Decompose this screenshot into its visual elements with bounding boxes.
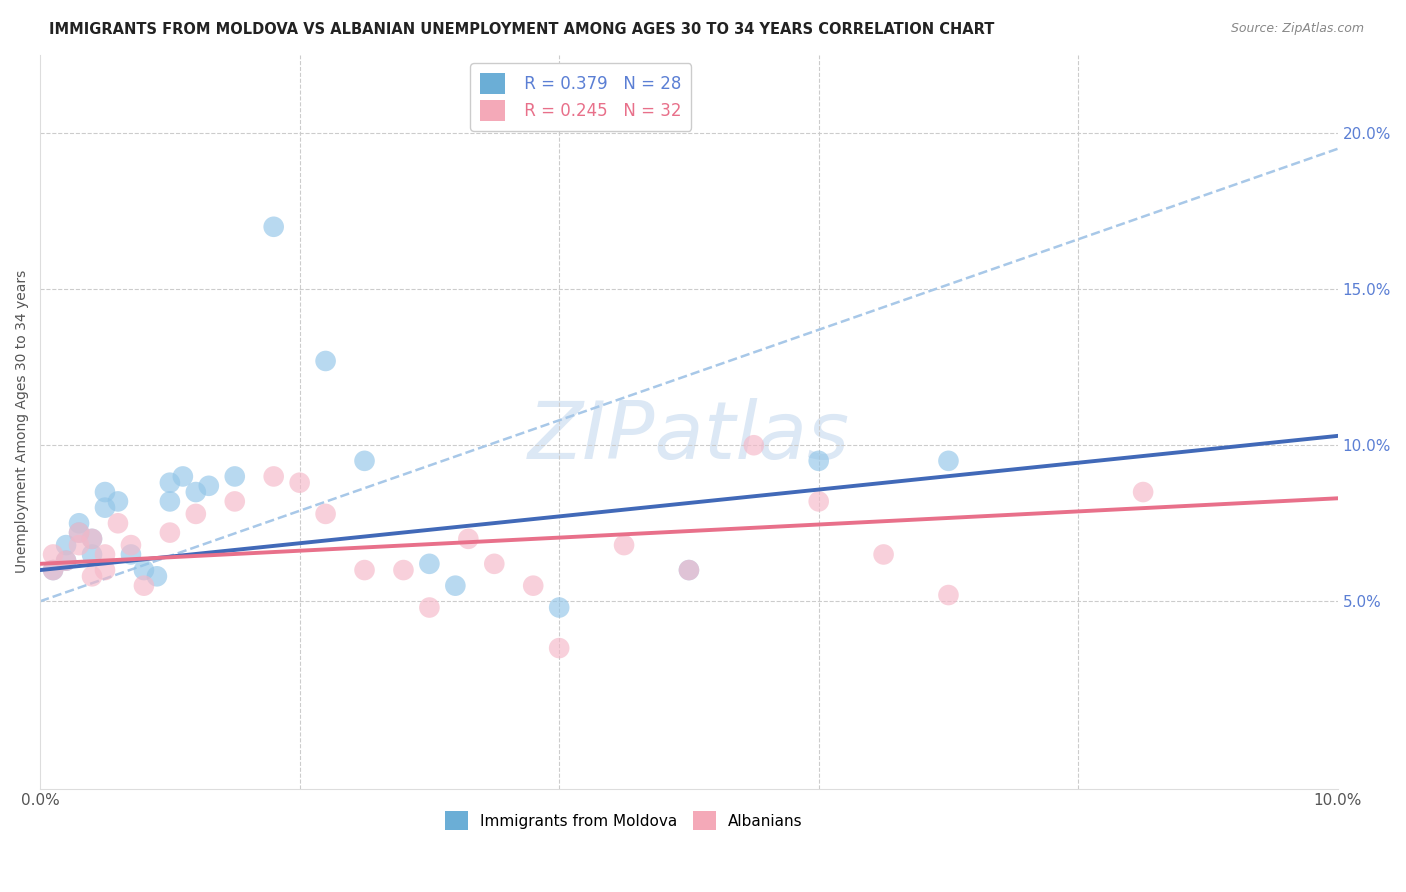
Point [613, 538, 636, 552]
Point [67, 525, 90, 540]
Point [120, 548, 142, 562]
Point [548, 641, 571, 656]
Point [678, 563, 700, 577]
Point [353, 563, 375, 577]
Point [224, 494, 246, 508]
Point [132, 579, 155, 593]
Point [159, 475, 181, 490]
Text: IMMIGRANTS FROM MOLDOVA VS ALBANIAN UNEMPLOYMENT AMONG AGES 30 TO 34 YEARS CORRE: IMMIGRANTS FROM MOLDOVA VS ALBANIAN UNEM… [49, 22, 994, 37]
Point [522, 579, 544, 593]
Point [107, 494, 129, 508]
Point [184, 507, 207, 521]
Point [55, 538, 77, 552]
Point [42, 548, 65, 562]
Point [172, 469, 194, 483]
Point [353, 454, 375, 468]
Point [120, 538, 142, 552]
Point [132, 563, 155, 577]
Point [198, 479, 221, 493]
Point [80, 569, 103, 583]
Point [80, 532, 103, 546]
Point [418, 557, 440, 571]
Point [94, 485, 117, 500]
Text: Source: ZipAtlas.com: Source: ZipAtlas.com [1230, 22, 1364, 36]
Point [159, 525, 181, 540]
Point [55, 554, 77, 568]
Point [42, 563, 65, 577]
Point [1132, 485, 1154, 500]
Point [742, 438, 765, 452]
Point [938, 588, 960, 602]
Point [548, 600, 571, 615]
Y-axis label: Unemployment Among Ages 30 to 34 years: Unemployment Among Ages 30 to 34 years [15, 270, 30, 574]
Point [444, 579, 467, 593]
Point [107, 516, 129, 531]
Text: ZIPatlas: ZIPatlas [527, 398, 851, 475]
Point [678, 563, 700, 577]
Point [67, 516, 90, 531]
Point [94, 563, 117, 577]
Point [484, 557, 506, 571]
Point [392, 563, 415, 577]
Point [159, 494, 181, 508]
Point [80, 532, 103, 546]
Point [55, 554, 77, 568]
Point [67, 538, 90, 552]
Point [807, 454, 830, 468]
Point [184, 485, 207, 500]
Point [938, 454, 960, 468]
Point [315, 507, 337, 521]
Point [42, 563, 65, 577]
Legend: Immigrants from Moldova, Albanians: Immigrants from Moldova, Albanians [439, 805, 808, 836]
Point [457, 532, 479, 546]
Point [146, 569, 169, 583]
Point [67, 525, 90, 540]
Point [807, 494, 830, 508]
Point [418, 600, 440, 615]
Point [315, 354, 337, 368]
Point [872, 548, 894, 562]
Point [94, 548, 117, 562]
Point [80, 548, 103, 562]
Point [288, 475, 311, 490]
Point [224, 469, 246, 483]
Point [263, 469, 285, 483]
Point [263, 219, 285, 234]
Point [94, 500, 117, 515]
